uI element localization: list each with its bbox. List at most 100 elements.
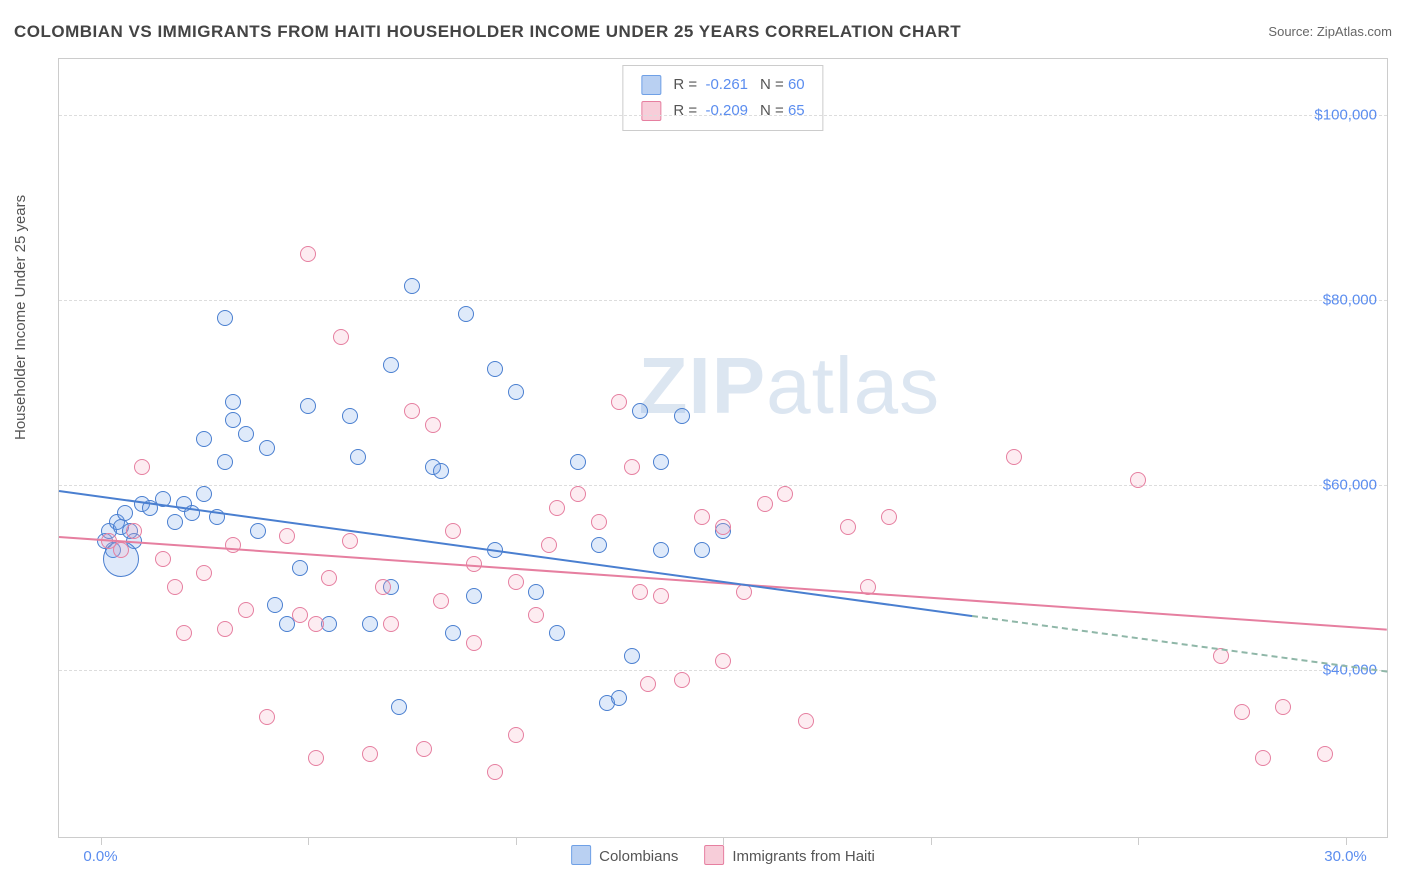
data-point [217, 310, 233, 326]
gridline [59, 670, 1387, 671]
data-point [611, 690, 627, 706]
x-tick [101, 837, 102, 845]
stats-row-haiti: R = -0.209 N = 65 [641, 98, 804, 124]
data-point [155, 551, 171, 567]
data-point [176, 625, 192, 641]
data-point [570, 454, 586, 470]
data-point [1234, 704, 1250, 720]
swatch-icon [641, 101, 661, 121]
data-point [342, 408, 358, 424]
data-point [433, 463, 449, 479]
trend-line [59, 490, 972, 617]
data-point [113, 542, 129, 558]
data-point [632, 584, 648, 600]
data-point [591, 537, 607, 553]
data-point [196, 431, 212, 447]
data-point [549, 625, 565, 641]
data-point [225, 537, 241, 553]
data-point [362, 616, 378, 632]
data-point [487, 361, 503, 377]
data-point [1006, 449, 1022, 465]
data-point [433, 593, 449, 609]
data-point [445, 625, 461, 641]
y-tick-label: $60,000 [1323, 477, 1377, 494]
data-point [238, 602, 254, 618]
legend-item-haiti: Immigrants from Haiti [704, 845, 875, 865]
data-point [715, 519, 731, 535]
data-point [528, 584, 544, 600]
data-point [445, 523, 461, 539]
gridline [59, 485, 1387, 486]
data-point [300, 246, 316, 262]
trend-line [59, 536, 1387, 631]
data-point [591, 514, 607, 530]
data-point [611, 394, 627, 410]
source-link[interactable]: ZipAtlas.com [1317, 24, 1392, 39]
data-point [292, 560, 308, 576]
data-point [508, 727, 524, 743]
data-point [549, 500, 565, 516]
data-point [640, 676, 656, 692]
x-tick [723, 837, 724, 845]
stats-legend: R = -0.261 N = 60 R = -0.209 N = 65 [622, 65, 823, 131]
data-point [466, 588, 482, 604]
data-point [694, 542, 710, 558]
data-point [391, 699, 407, 715]
legend-item-colombians: Colombians [571, 845, 678, 865]
y-tick-label: $80,000 [1323, 291, 1377, 308]
data-point [126, 523, 142, 539]
data-point [674, 408, 690, 424]
data-point [1130, 472, 1146, 488]
series-legend: Colombians Immigrants from Haiti [571, 845, 875, 865]
swatch-icon [571, 845, 591, 865]
source-attribution: Source: ZipAtlas.com [1268, 24, 1392, 39]
data-point [167, 514, 183, 530]
data-point [653, 588, 669, 604]
data-point [624, 648, 640, 664]
x-tick [308, 837, 309, 845]
x-tick [931, 837, 932, 845]
data-point [458, 306, 474, 322]
data-point [225, 394, 241, 410]
data-point [632, 403, 648, 419]
data-point [300, 398, 316, 414]
x-tick [516, 837, 517, 845]
data-point [217, 454, 233, 470]
data-point [225, 412, 241, 428]
data-point [308, 616, 324, 632]
data-point [541, 537, 557, 553]
swatch-icon [704, 845, 724, 865]
data-point [292, 607, 308, 623]
data-point [653, 542, 669, 558]
data-point [267, 597, 283, 613]
data-point [279, 528, 295, 544]
data-point [425, 417, 441, 433]
y-axis-label: Householder Income Under 25 years [12, 195, 29, 440]
data-point [404, 278, 420, 294]
data-point [624, 459, 640, 475]
data-point [1317, 746, 1333, 762]
data-point [383, 357, 399, 373]
data-point [259, 440, 275, 456]
data-point [117, 505, 133, 521]
data-point [196, 565, 212, 581]
scatter-chart: ZIPatlas R = -0.261 N = 60 R = -0.209 N … [58, 58, 1388, 838]
gridline [59, 300, 1387, 301]
data-point [217, 621, 233, 637]
data-point [777, 486, 793, 502]
data-point [881, 509, 897, 525]
data-point [508, 574, 524, 590]
data-point [404, 403, 420, 419]
data-point [321, 570, 337, 586]
data-point [167, 579, 183, 595]
data-point [487, 764, 503, 780]
x-tick-label: 0.0% [83, 848, 117, 865]
data-point [134, 459, 150, 475]
data-point [694, 509, 710, 525]
data-point [1275, 699, 1291, 715]
data-point [259, 709, 275, 725]
data-point [250, 523, 266, 539]
data-point [798, 713, 814, 729]
data-point [508, 384, 524, 400]
data-point [350, 449, 366, 465]
